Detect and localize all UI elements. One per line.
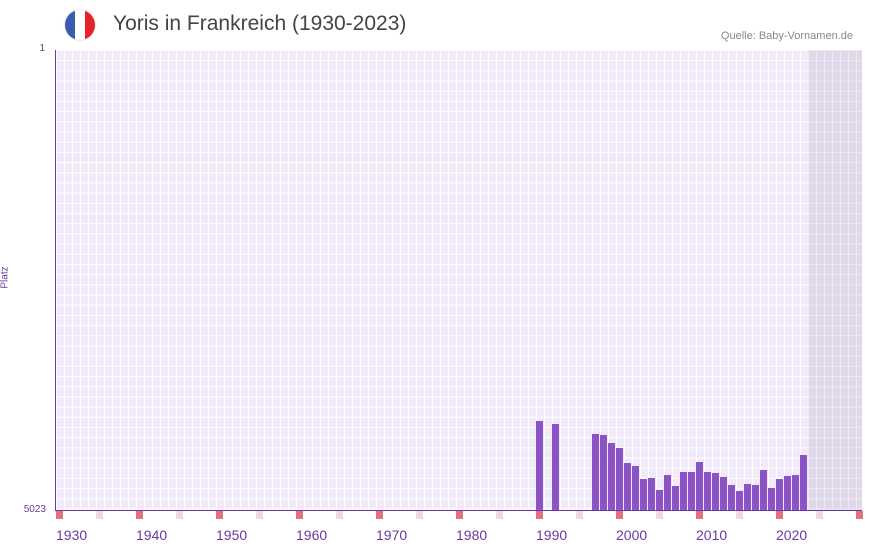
decade-marker bbox=[336, 511, 343, 519]
decade-marker bbox=[496, 511, 503, 519]
decade-marker bbox=[296, 511, 303, 519]
bar-2023[interactable] bbox=[800, 454, 807, 510]
bar-2018[interactable] bbox=[760, 469, 767, 510]
bar-2015[interactable] bbox=[736, 490, 743, 510]
bar-2021[interactable] bbox=[784, 476, 791, 510]
x-tick-label: 1960 bbox=[296, 527, 328, 543]
decade-marker bbox=[216, 511, 223, 519]
x-tick-label: 2010 bbox=[696, 527, 728, 543]
bar-2005[interactable] bbox=[656, 489, 663, 510]
decade-marker bbox=[696, 511, 703, 519]
bar-2017[interactable] bbox=[752, 484, 759, 510]
decade-marker bbox=[176, 511, 183, 519]
bar-2010[interactable] bbox=[696, 462, 703, 510]
bar-2009[interactable] bbox=[688, 471, 695, 510]
decade-marker bbox=[96, 511, 103, 519]
bar-1992[interactable] bbox=[552, 423, 559, 510]
decade-marker bbox=[576, 511, 583, 519]
bar-2013[interactable] bbox=[720, 476, 727, 510]
plot-area bbox=[56, 50, 862, 510]
bar-1997[interactable] bbox=[592, 433, 599, 510]
bar-2016[interactable] bbox=[744, 483, 751, 510]
decade-marker bbox=[616, 511, 623, 519]
future-shade bbox=[808, 50, 862, 510]
bar-2014[interactable] bbox=[728, 484, 735, 510]
bar-2003[interactable] bbox=[640, 478, 647, 510]
bar-2019[interactable] bbox=[768, 488, 775, 510]
y-tick-label: 5023 bbox=[23, 504, 46, 515]
x-tick-label: 1970 bbox=[376, 527, 408, 543]
decade-marker bbox=[656, 511, 663, 519]
bar-2001[interactable] bbox=[624, 463, 631, 510]
bar-2006[interactable] bbox=[664, 474, 671, 510]
source-link[interactable]: Quelle: Baby-Vornamen.de bbox=[720, 30, 853, 42]
bar-2000[interactable] bbox=[616, 447, 623, 510]
x-tick-label: 1930 bbox=[56, 527, 88, 543]
bar-2012[interactable] bbox=[712, 472, 719, 510]
y-axis-label: Platz bbox=[0, 266, 11, 289]
decade-marker bbox=[376, 511, 383, 519]
decade-marker bbox=[256, 511, 263, 519]
decade-marker bbox=[856, 511, 863, 519]
bar-2002[interactable] bbox=[632, 466, 639, 510]
bar-2020[interactable] bbox=[776, 478, 783, 510]
bar-1999[interactable] bbox=[608, 442, 615, 510]
decade-marker bbox=[816, 511, 823, 519]
y-axis bbox=[55, 50, 56, 510]
y-tick-label: 1 bbox=[39, 43, 45, 54]
x-tick-label: 1990 bbox=[536, 527, 568, 543]
bar-2022[interactable] bbox=[792, 474, 799, 510]
bar-2004[interactable] bbox=[648, 477, 655, 510]
decade-marker bbox=[456, 511, 463, 519]
x-tick-label: 1980 bbox=[456, 527, 488, 543]
bar-2011[interactable] bbox=[704, 471, 711, 510]
france-flag-icon bbox=[65, 10, 95, 40]
decade-marker bbox=[56, 511, 63, 519]
decade-marker bbox=[536, 511, 543, 519]
decade-marker bbox=[736, 511, 743, 519]
x-axis bbox=[55, 510, 862, 511]
x-tick-label: 2020 bbox=[776, 527, 808, 543]
x-tick-label: 1940 bbox=[136, 527, 168, 543]
x-tick-label: 2000 bbox=[616, 527, 648, 543]
decade-marker bbox=[136, 511, 143, 519]
bar-1998[interactable] bbox=[600, 434, 607, 510]
decade-marker bbox=[416, 511, 423, 519]
bar-2007[interactable] bbox=[672, 486, 679, 510]
x-tick-label: 1950 bbox=[216, 527, 248, 543]
bar-1990[interactable] bbox=[536, 420, 543, 510]
decade-marker bbox=[776, 511, 783, 519]
bar-2008[interactable] bbox=[680, 471, 687, 510]
chart-title: Yoris in Frankreich (1930-2023) bbox=[113, 12, 407, 35]
